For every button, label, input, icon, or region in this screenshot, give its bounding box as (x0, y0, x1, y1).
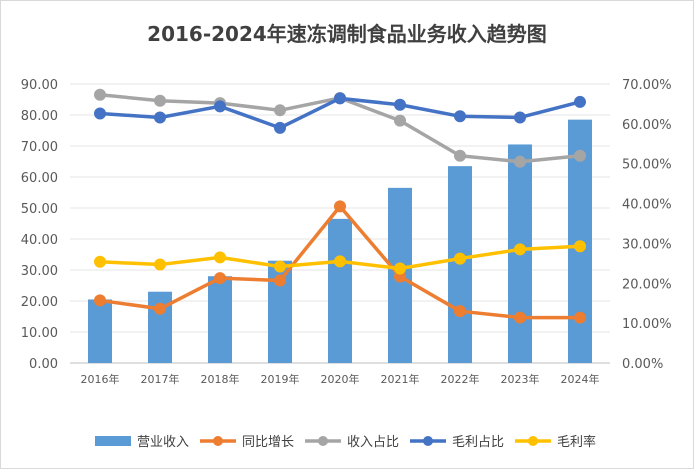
legend: 营业收入 同比增长 收入占比 毛利占比 毛利率 (95, 434, 596, 450)
data-point (274, 260, 286, 273)
left-axis-tick-label: 30.00 (21, 264, 58, 279)
legend-item-2: 同比增长 (200, 435, 294, 450)
data-point (94, 107, 106, 120)
left-axis-tick-label: 0.00 (29, 357, 58, 372)
data-point (94, 294, 106, 307)
data-point (394, 98, 406, 111)
bar-5 (328, 218, 352, 363)
line-series-4 (94, 92, 586, 134)
data-point (274, 121, 286, 134)
data-point (334, 92, 346, 105)
left-axis-tick-label: 50.00 (21, 202, 58, 217)
right-axis-tick-label: 10.00% (622, 317, 672, 332)
legend-item-3: 收入占比 (305, 435, 399, 450)
x-axis-tick-label: 2022年 (441, 372, 480, 386)
legend-marker (423, 436, 433, 446)
data-point (334, 255, 346, 268)
data-point (214, 251, 226, 264)
data-point (454, 149, 466, 162)
legend-label: 营业收入 (137, 435, 189, 450)
legend-item-5: 毛利率 (515, 434, 596, 450)
left-axis-tick-label: 20.00 (21, 295, 58, 310)
left-axis-ticks: 0.00 10.00 20.00 30.00 40.00 50.00 60.00 70.00 8… (21, 78, 58, 372)
left-axis-tick-label: 80.00 (21, 109, 58, 124)
legend-item-1: 营业收入 (95, 435, 189, 450)
data-point (394, 262, 406, 275)
legend-label: 毛利率 (557, 434, 596, 450)
right-axis-tick-label: 50.00% (622, 158, 672, 173)
data-point (94, 255, 106, 268)
x-axis-ticks: 2016年 2017年 2018年 2019年 2020年 2021年 2022年 2023年… (81, 372, 600, 386)
data-point (154, 111, 166, 124)
data-point (394, 114, 406, 127)
legend-label: 收入占比 (347, 435, 399, 450)
legend-marker (318, 436, 328, 446)
x-axis-tick-label: 2018年 (201, 372, 240, 386)
bar-3 (208, 276, 232, 363)
data-point (514, 311, 526, 324)
right-axis-tick-label: 40.00% (622, 198, 672, 213)
data-point (94, 88, 106, 101)
right-axis-tick-label: 30.00% (622, 237, 672, 252)
legend-label: 同比增长 (242, 435, 294, 450)
line-series (94, 88, 586, 324)
legend-marker (213, 436, 223, 446)
bar-2 (148, 291, 172, 363)
left-axis-tick-label: 10.00 (21, 326, 58, 341)
data-point (154, 302, 166, 315)
left-axis-tick-label: 60.00 (21, 171, 58, 186)
right-axis-tick-label: 20.00% (622, 277, 672, 292)
right-axis-tick-label: 70.00% (622, 78, 672, 93)
data-point (574, 240, 586, 253)
right-axis-tick-label: 0.00% (622, 357, 663, 372)
data-point (514, 243, 526, 256)
data-point (454, 252, 466, 265)
x-axis-tick-label: 2016年 (81, 372, 120, 386)
data-point (454, 305, 466, 318)
x-axis-tick-label: 2024年 (561, 372, 600, 386)
legend-swatch (95, 436, 131, 446)
data-point (154, 258, 166, 271)
chart-title: 2016-2024年速冻调制食品业务收入趋势图 (147, 22, 547, 46)
bar-series (88, 119, 592, 364)
data-point (514, 155, 526, 168)
x-axis-tick-label: 2020年 (321, 372, 360, 386)
left-axis-tick-label: 40.00 (21, 233, 58, 248)
data-point (514, 111, 526, 124)
data-point (454, 110, 466, 123)
data-point (274, 274, 286, 287)
bar-1 (88, 299, 112, 363)
left-axis-tick-label: 90.00 (21, 78, 58, 93)
data-point (274, 104, 286, 117)
bar-7 (448, 166, 472, 363)
right-axis-tick-label: 60.00% (622, 118, 672, 133)
x-axis-tick-label: 2017年 (141, 372, 180, 386)
legend-item-4: 毛利占比 (410, 435, 504, 450)
legend-label: 毛利占比 (452, 435, 504, 450)
line-series-5 (94, 240, 586, 275)
x-axis-tick-label: 2023年 (501, 372, 540, 386)
data-point (154, 94, 166, 107)
data-point (574, 95, 586, 108)
right-axis-ticks: 0.00% 10.00% 20.00% 30.00% 40.00% 50.00% 60.00… (622, 78, 672, 372)
legend-marker (528, 436, 538, 446)
data-point (574, 311, 586, 324)
data-point (214, 272, 226, 285)
left-axis-tick-label: 70.00 (21, 140, 58, 155)
data-point (574, 149, 586, 162)
data-point (214, 100, 226, 113)
line-series-2 (94, 200, 586, 324)
data-point (334, 200, 346, 213)
x-axis-tick-label: 2019年 (261, 372, 300, 386)
x-axis-tick-label: 2021年 (381, 372, 420, 386)
